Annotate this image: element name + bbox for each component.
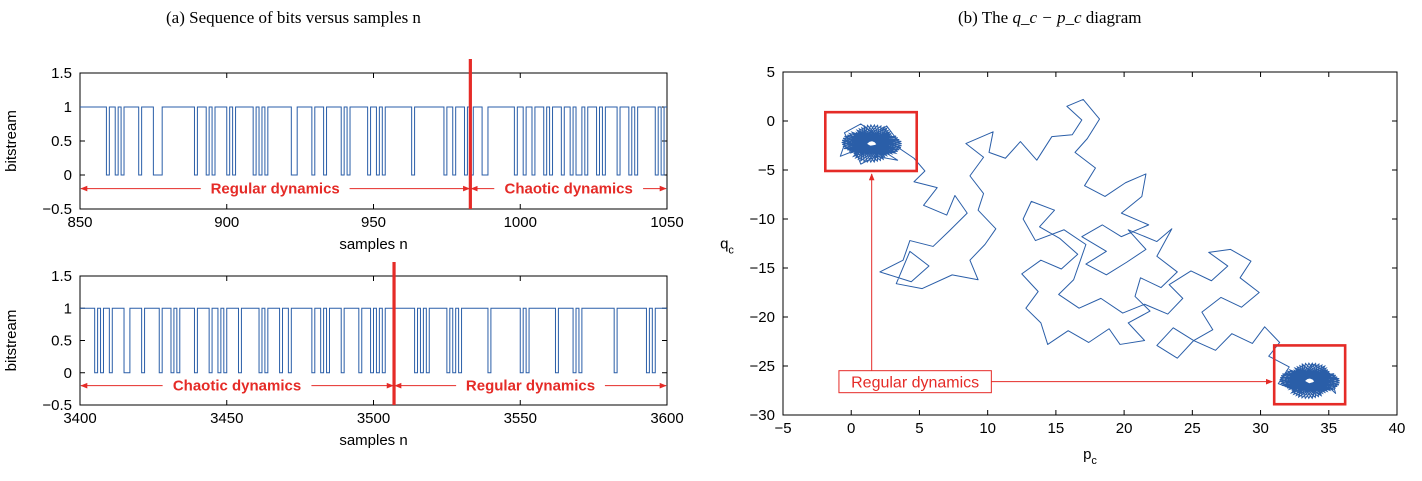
panel-b-xtick-label: 35 bbox=[1320, 420, 1337, 437]
panel-a-bottom-xlabel: samples n bbox=[339, 432, 407, 449]
panel-b-ylabel-sub: c bbox=[728, 245, 734, 257]
panel-b-ytick-label: −25 bbox=[750, 358, 775, 375]
panel-b-annotation-label: Regular dynamics bbox=[851, 375, 979, 392]
panel-a-top-ytick-label: −0.5 bbox=[42, 201, 72, 218]
panel-a-top-ytick-label: 1.5 bbox=[51, 65, 72, 82]
caption-b: (b) The q_c − p_c diagram bbox=[958, 8, 1141, 28]
panel-a-bottom-annotation-bg bbox=[456, 374, 605, 395]
panel-b-xtick-label: 20 bbox=[1116, 420, 1133, 437]
panel-b-ytick-label: −15 bbox=[750, 260, 775, 277]
panel-b-xtick-label: 40 bbox=[1389, 420, 1406, 437]
caption-b-formula: q_c − p_c bbox=[1012, 8, 1082, 27]
panel-a-bottom-annotation-label: Chaotic dynamics bbox=[173, 378, 301, 395]
panel-a-bottom-ytick-label: −0.5 bbox=[42, 397, 72, 414]
panel-b-xtick-label: 30 bbox=[1252, 420, 1269, 437]
panel-a-bottom-xtick-label: 3550 bbox=[504, 410, 537, 427]
panel-a-bottom-xtick-label: 3450 bbox=[210, 410, 243, 427]
panel-a-top-xlabel: samples n bbox=[339, 236, 407, 253]
panel-a-top-xtick-label: 950 bbox=[361, 214, 386, 231]
panel-b-xlabel-base: p bbox=[1083, 446, 1091, 463]
panel-a-top-xtick-label: 850 bbox=[67, 214, 92, 231]
panel-a-top-annotation-label: Regular dynamics bbox=[211, 181, 340, 198]
panel-a-top-xtick-label: 1000 bbox=[504, 214, 537, 231]
panel-b-ytick-label: 0 bbox=[767, 113, 775, 130]
panel-b-axes-frame bbox=[782, 71, 1398, 416]
panel-a-bottom-ytick-label: 0.5 bbox=[51, 333, 72, 350]
panel-a-top-annotation-bg bbox=[494, 177, 644, 198]
panel-a-top-annotation-label: Chaotic dynamics bbox=[504, 181, 632, 198]
panel-b-xtick-label: 10 bbox=[979, 420, 996, 437]
caption-a-text: (a) Sequence of bits versus samples n bbox=[166, 8, 421, 27]
panel-b-annotation-box bbox=[838, 370, 992, 394]
panel-a-bottom-ytick-label: 0 bbox=[64, 365, 72, 382]
panel-b-highlight-box bbox=[823, 110, 919, 173]
panel-a-bottom-ytick-label: 1 bbox=[64, 300, 72, 317]
panel-b-xlabel-sub: c bbox=[1091, 455, 1097, 467]
panel-b-trajectory bbox=[839, 98, 1337, 394]
panel-a-top-ytick-label: 0.5 bbox=[51, 133, 72, 150]
panel-a-top-xtick-label: 1050 bbox=[650, 214, 683, 231]
caption-a: (a) Sequence of bits versus samples n bbox=[166, 8, 421, 28]
panel-b-xtick-label: 15 bbox=[1048, 420, 1065, 437]
panel-b-xlabel: pc bbox=[1083, 446, 1097, 467]
panel-b-regular-cluster bbox=[841, 123, 902, 164]
panel-b-xtick-label: 25 bbox=[1184, 420, 1201, 437]
panel-b-ytick-label: 5 bbox=[767, 64, 775, 81]
panel-a-top-ylabel: bitstream bbox=[3, 110, 20, 172]
panel-b-highlight-box bbox=[1272, 344, 1347, 406]
panel-a-bottom-ylabel: bitstream bbox=[3, 310, 20, 372]
panel-b-ytick-label: −5 bbox=[758, 162, 775, 179]
panel-b-regular-cluster bbox=[1279, 362, 1340, 400]
panel-a-bottom-xtick-label: 3600 bbox=[650, 410, 683, 427]
panel-a-bottom-xtick-label: 3500 bbox=[357, 410, 390, 427]
caption-b-suffix: diagram bbox=[1081, 8, 1142, 27]
panel-a-top-ytick-label: 1 bbox=[64, 99, 72, 116]
panel-a-bottom-ytick-label: 1.5 bbox=[51, 268, 72, 285]
panel-b-ylabel: qc bbox=[720, 236, 734, 257]
panel-a-bottom-bitstream-trace bbox=[80, 307, 667, 374]
panel-a-top-annotation-bg bbox=[200, 177, 350, 198]
panel-b-ylabel-base: q bbox=[720, 236, 728, 253]
panel-a-bottom-annotation-label: Regular dynamics bbox=[466, 378, 595, 395]
caption-b-prefix: (b) The bbox=[958, 8, 1013, 27]
panel-b-ytick-label: −20 bbox=[750, 309, 775, 326]
panel-a-top-ytick-label: 0 bbox=[64, 167, 72, 184]
panel-a-bottom-annotation-bg bbox=[162, 374, 312, 395]
panel-b-xtick-label: 5 bbox=[915, 420, 923, 437]
panel-b-ytick-label: −10 bbox=[750, 211, 775, 228]
panel-b-ytick-label: −30 bbox=[750, 407, 775, 424]
panel-b-xtick-label: −5 bbox=[774, 420, 791, 437]
panel-a-top-xtick-label: 900 bbox=[214, 214, 239, 231]
panel-a-bottom-xtick-label: 3400 bbox=[63, 410, 96, 427]
panel-b-xtick-label: 0 bbox=[847, 420, 855, 437]
panel-a-top-bitstream-trace bbox=[80, 106, 667, 176]
